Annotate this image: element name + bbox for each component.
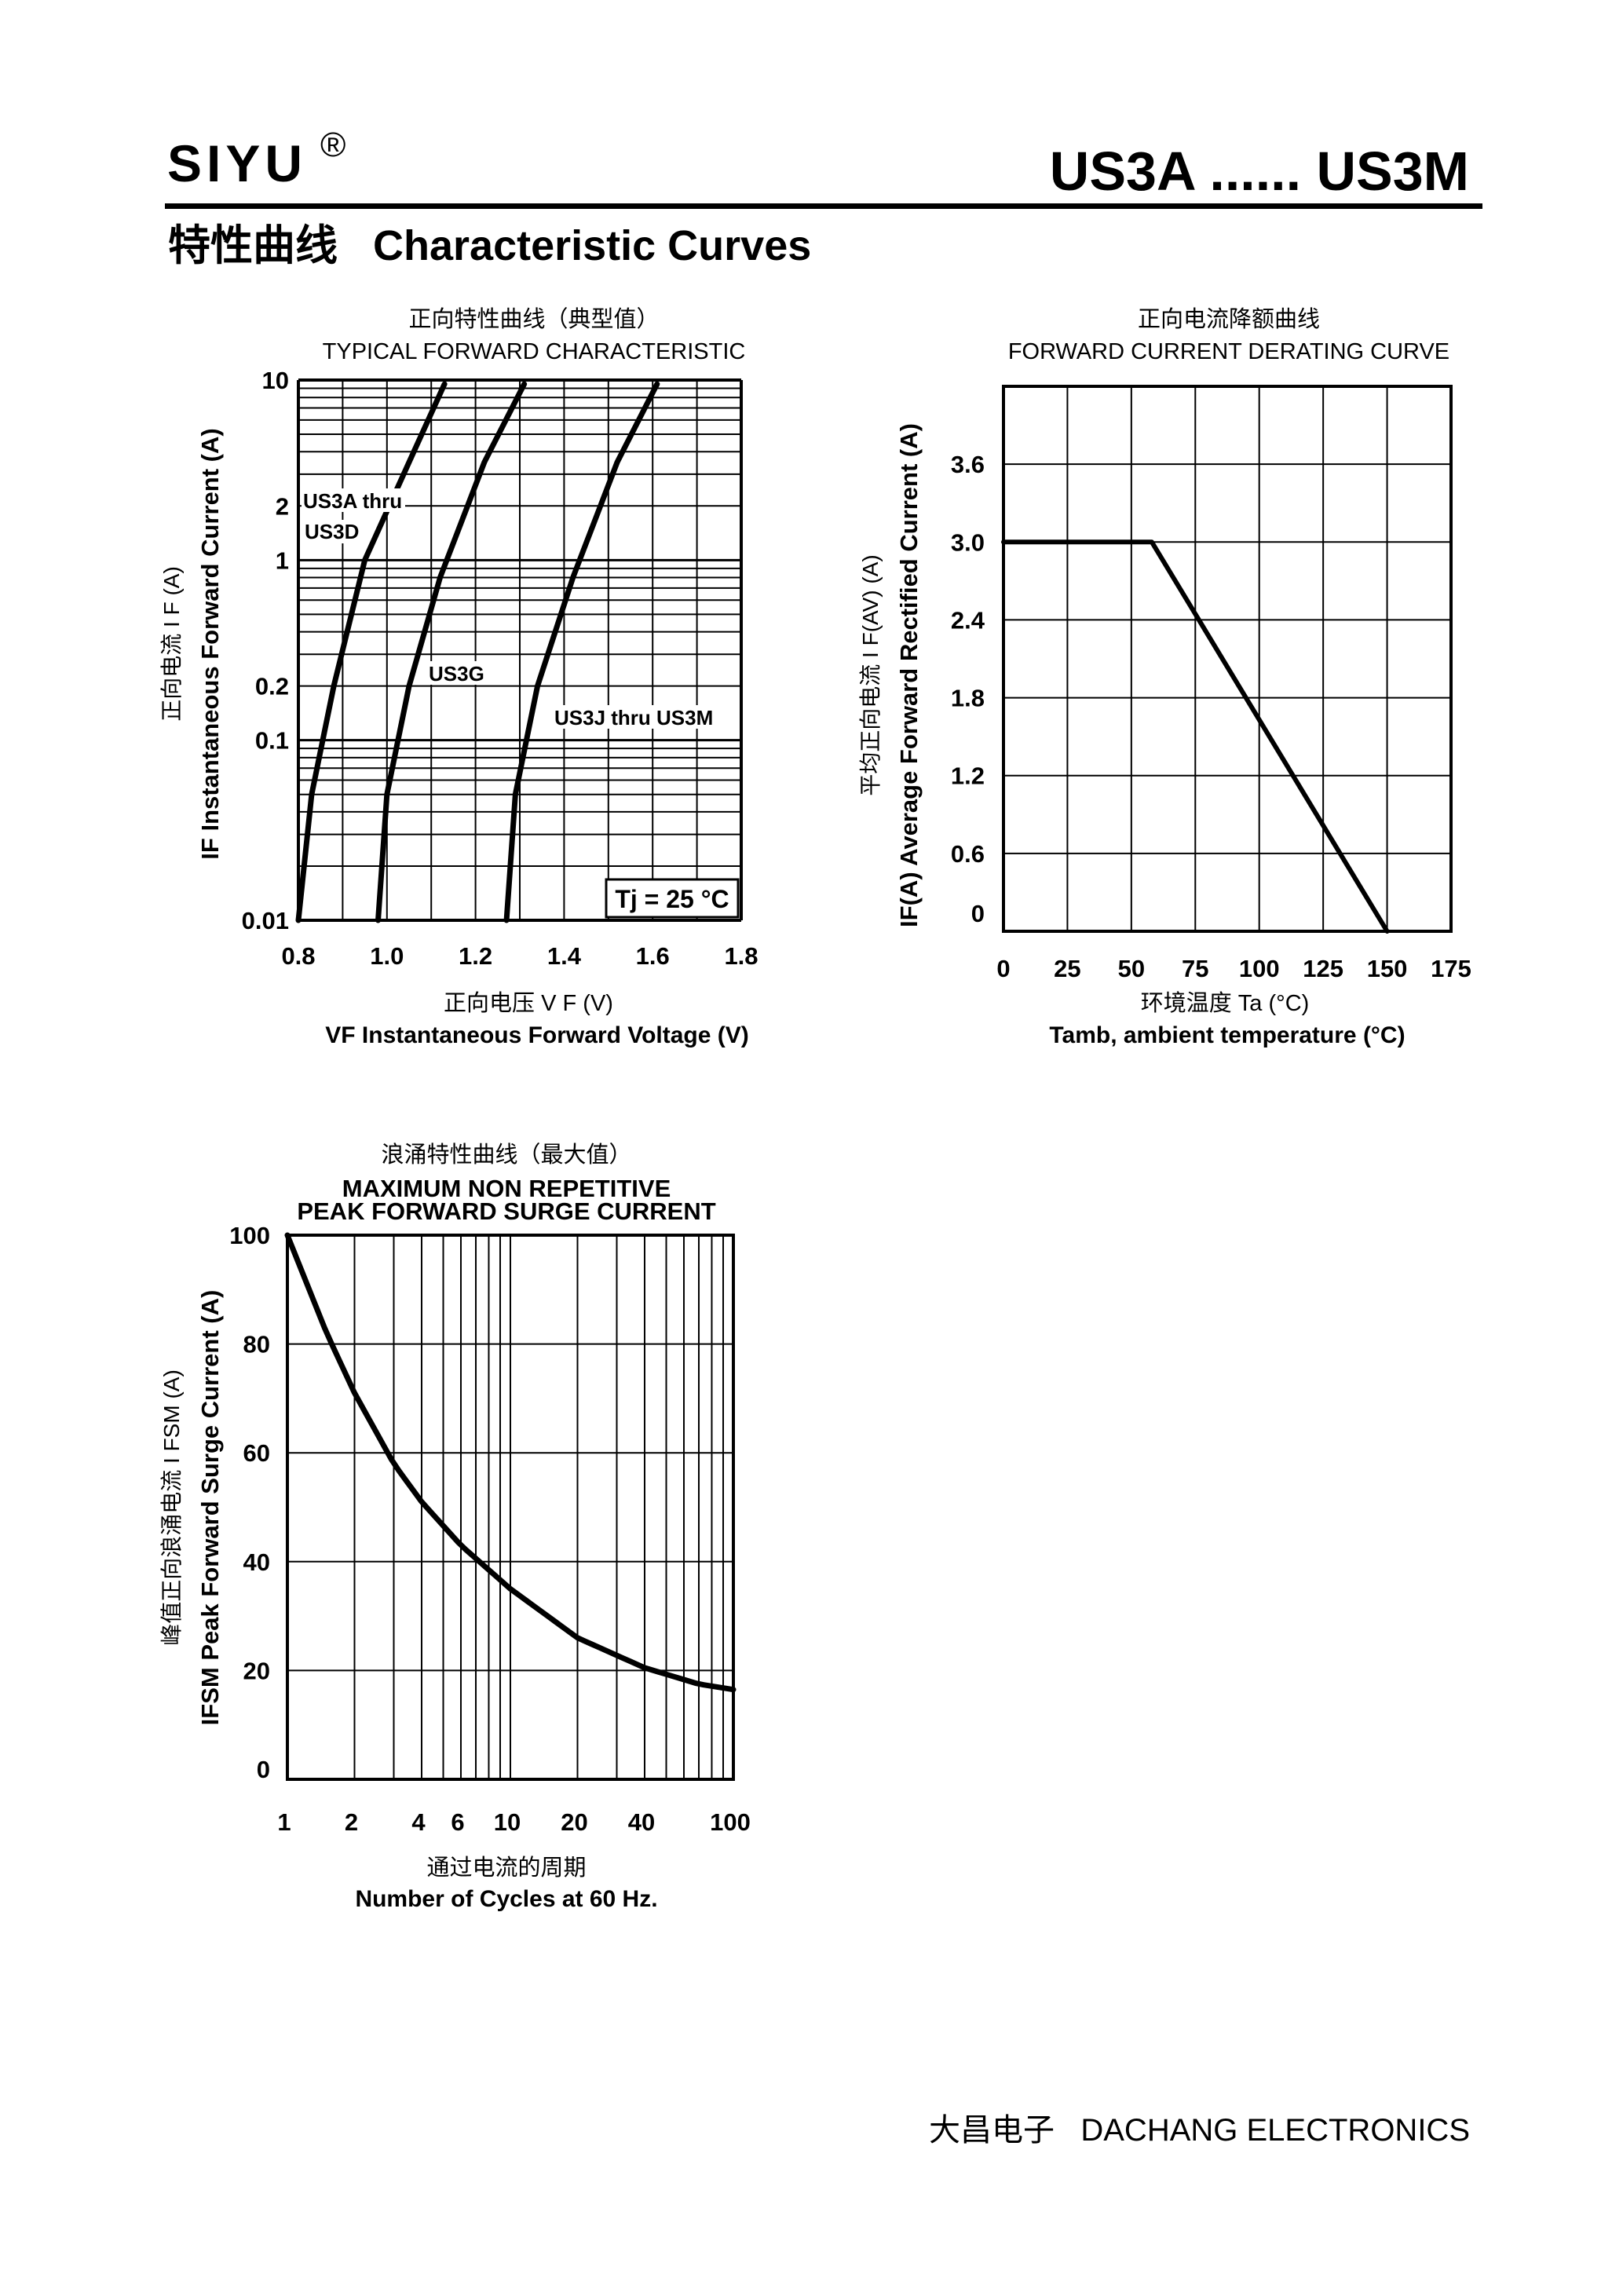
y-axis-label: IF Instantaneous Forward Current (A)	[196, 428, 224, 859]
y-tick-label: 1	[276, 547, 289, 574]
chart3-xlabel-cn: 通过电流的周期	[426, 1855, 587, 1881]
y-tick-label: 0	[257, 1756, 270, 1783]
footer-company: 大昌电子 DACHANG ELECTRONICS	[929, 2113, 1470, 2148]
x-tick-label: 0.8	[281, 942, 315, 970]
x-tick-label: 1.0	[370, 942, 404, 970]
tj-annotation: Tj = 25 °C	[615, 885, 729, 913]
chart3-subtitle: PEAK FORWARD SURGE CURRENT	[297, 1197, 716, 1225]
x-tick-label: 1	[277, 1808, 291, 1836]
y-tick-label: 80	[243, 1331, 270, 1358]
y-tick-label: 0.01	[242, 907, 289, 934]
y-axis-label: IF(A) Average Forward Rectified Current …	[895, 423, 923, 927]
y-axis-label-cn: 平均正向电流 I F(AV) (A)	[858, 554, 883, 795]
chart1-xlabel-cn: 正向电压 V F (V)	[444, 991, 613, 1016]
chart3-title-cn: 浪涌特性曲线（最大值）	[381, 1143, 632, 1168]
chart1-xlabel: VF Instantaneous Forward Voltage (V)	[325, 1022, 749, 1048]
y-tick-label: 20	[243, 1657, 270, 1684]
series-label-us3d: US3D	[305, 520, 359, 543]
label-bg	[548, 705, 730, 729]
y-tick-label: 0.2	[255, 673, 289, 700]
label-bg	[426, 661, 488, 685]
y-tick-label: 2.4	[951, 606, 985, 634]
chart1-title: TYPICAL FORWARD CHARACTERISTIC	[322, 339, 746, 364]
chart1-title-cn: 正向特性曲线（典型值）	[408, 307, 660, 332]
x-tick-label: 6	[451, 1808, 464, 1836]
registered-mark: ®	[320, 126, 346, 164]
plot-frame	[1002, 385, 1453, 933]
x-tick-label: 1.4	[547, 942, 582, 970]
x-tick-label: 175	[1431, 955, 1471, 982]
y-tick-label: 3.6	[951, 451, 985, 478]
y-tick-label: 1.8	[951, 685, 985, 712]
y-tick-label: 1.2	[951, 762, 985, 790]
y-tick-label: 0	[971, 900, 985, 927]
series-line	[375, 381, 528, 923]
x-tick-label: 50	[1118, 955, 1145, 982]
x-tick-label: 100	[710, 1808, 751, 1836]
x-tick-label: 0	[996, 955, 1010, 982]
chart3-xlabel: Number of Cycles at 60 Hz.	[355, 1886, 658, 1912]
x-tick-label: 1.2	[459, 942, 492, 970]
chart2-title: FORWARD CURRENT DERATING CURVE	[1007, 339, 1450, 364]
tj-box	[605, 878, 740, 919]
x-tick-label: 4	[411, 1808, 426, 1836]
x-tick-label: 20	[561, 1808, 587, 1836]
y-tick-label: 40	[243, 1548, 270, 1576]
y-axis-label-cn: 正向电流 I F (A)	[159, 566, 184, 722]
x-tick-label: 150	[1367, 955, 1408, 982]
label-bg	[302, 520, 361, 543]
x-tick-label: 125	[1303, 955, 1343, 982]
section-title: 特性曲线 Characteristic Curves	[168, 222, 812, 269]
series-label-us3g: US3G	[429, 662, 484, 686]
y-axis-label: IFSM Peak Forward Surge Current (A)	[196, 1290, 224, 1726]
y-tick-label: 10	[262, 367, 289, 394]
label-bg	[302, 488, 405, 512]
chart3-title: MAXIMUM NON REPETITIVE	[342, 1175, 671, 1202]
series-line	[503, 381, 660, 923]
y-tick-label: 3.0	[951, 528, 985, 556]
y-tick-label: 100	[229, 1222, 270, 1249]
series-label-us3a-us3d: US3A thru	[303, 489, 402, 513]
x-tick-label: 100	[1239, 955, 1280, 982]
x-tick-label: 1.6	[636, 942, 670, 970]
series-line	[284, 1232, 737, 1693]
x-tick-label: 40	[628, 1808, 655, 1836]
x-tick-label: 10	[494, 1808, 521, 1836]
y-tick-label: 0.1	[255, 727, 289, 755]
series-line	[295, 381, 448, 923]
model-range: US3A ...... US3M	[1049, 141, 1469, 202]
brand-name: SIYU	[167, 134, 308, 192]
x-tick-label: 25	[1054, 955, 1080, 982]
header-rule	[165, 203, 1482, 209]
chart2-xlabel-cn: 环境温度 Ta (°C)	[1140, 991, 1310, 1016]
y-axis-label-cn: 峰值正向浪涌电流 I FSM (A)	[159, 1369, 184, 1646]
chart2-xlabel: Tamb, ambient temperature (°C)	[1049, 1022, 1406, 1048]
chart2-title-cn: 正向电流降额曲线	[1137, 307, 1321, 332]
series-line	[1001, 539, 1390, 934]
y-tick-label: 0.6	[951, 840, 985, 868]
y-tick-label: 60	[243, 1439, 270, 1467]
x-tick-label: 75	[1182, 955, 1208, 982]
y-tick-label: 2	[276, 492, 289, 520]
x-tick-label: 2	[345, 1808, 358, 1836]
series-label-us3j-us3m: US3J thru US3M	[554, 706, 713, 729]
x-tick-label: 1.8	[724, 942, 758, 970]
